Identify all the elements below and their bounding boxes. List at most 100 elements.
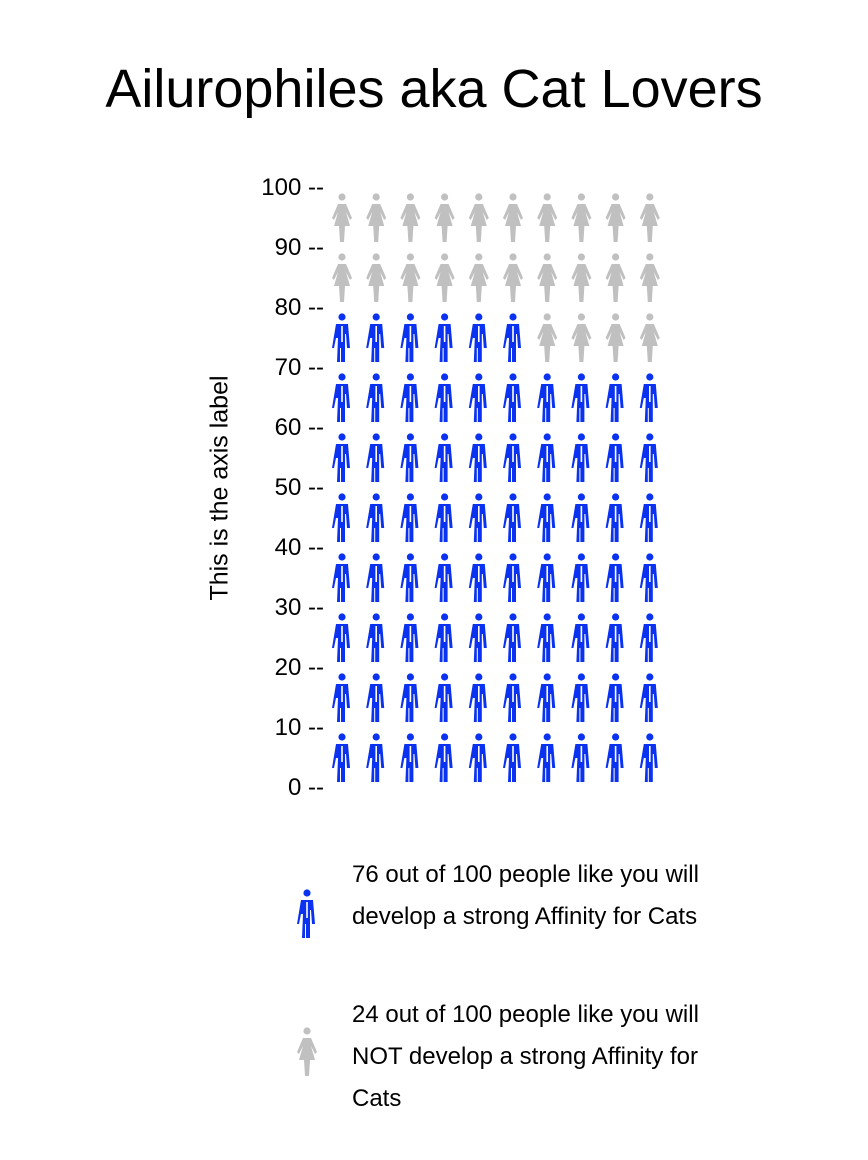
person-icon-affinity (366, 613, 385, 662)
person-icon-affinity (605, 373, 624, 422)
person-icon-no-affinity (434, 193, 455, 242)
person-icon-affinity (503, 673, 521, 722)
person-icon-no-affinity (366, 193, 387, 242)
person-icon-affinity (400, 553, 419, 602)
person-icon-affinity (571, 433, 590, 482)
person-icon-affinity (605, 673, 624, 722)
person-icon-no-affinity (332, 193, 352, 242)
person-icon-affinity (639, 673, 658, 722)
person-icon-affinity (400, 673, 419, 722)
person-icon-affinity (400, 433, 419, 482)
person-icon-no-affinity (605, 253, 626, 302)
person-icon-affinity (537, 373, 556, 422)
person-icon-affinity (468, 433, 487, 482)
person-icon-affinity (537, 553, 556, 602)
person-icon-affinity (503, 553, 521, 602)
person-icon-affinity (366, 553, 385, 602)
person-icon-affinity (605, 493, 624, 542)
person-icon-affinity (434, 313, 453, 362)
y-tick-label: 60 -- (274, 414, 324, 441)
person-icon-no-affinity (434, 253, 455, 302)
y-tick-label: 30 -- (274, 594, 324, 621)
person-icon-no-affinity (537, 313, 558, 362)
person-icon-affinity (605, 613, 624, 662)
legend-female-icon (297, 1027, 317, 1076)
person-icon-affinity (400, 373, 419, 422)
person-icon-affinity (639, 373, 658, 422)
person-icon-affinity (537, 493, 556, 542)
legend-label-no-affinity: 24 out of 100 people like you will NOT d… (352, 1001, 699, 1112)
person-icon-no-affinity (468, 193, 489, 242)
y-tick-label: 50 -- (274, 474, 324, 501)
person-icon-affinity (605, 553, 624, 602)
person-icon-affinity (537, 433, 556, 482)
person-icon-affinity (434, 733, 453, 782)
person-icon-affinity (503, 733, 521, 782)
person-icon-affinity (605, 733, 624, 782)
person-icon-affinity (571, 373, 590, 422)
person-icon-affinity (503, 613, 521, 662)
person-icon-affinity (400, 493, 419, 542)
person-icon-affinity (503, 373, 521, 422)
person-icon-affinity (434, 493, 453, 542)
person-icon-affinity (571, 493, 590, 542)
person-icon-affinity (434, 673, 453, 722)
person-icon-affinity (639, 493, 658, 542)
person-icon-affinity (366, 673, 385, 722)
y-tick-label: 20 -- (274, 654, 324, 681)
person-icon-no-affinity (332, 253, 352, 302)
person-icon-no-affinity (571, 313, 592, 362)
person-icon-affinity (537, 733, 556, 782)
y-tick-label: 70 -- (274, 354, 324, 381)
y-tick-label: 80 -- (274, 294, 324, 321)
person-icon-affinity (503, 313, 521, 362)
y-tick-label: 0 -- (288, 774, 324, 801)
person-icon-affinity (366, 313, 385, 362)
chart-title: Ailurophiles aka Cat Lovers (105, 59, 763, 119)
person-icon-affinity (468, 553, 487, 602)
person-icon-affinity (639, 733, 658, 782)
person-icon-affinity (332, 613, 350, 662)
person-icon-no-affinity (366, 253, 387, 302)
person-icon-affinity (571, 673, 590, 722)
person-icon-affinity (400, 313, 419, 362)
person-icon-affinity (332, 553, 350, 602)
person-icon-affinity (366, 433, 385, 482)
person-icon-affinity (332, 733, 350, 782)
y-tick-label: 10 -- (274, 714, 324, 741)
person-icon-no-affinity (400, 253, 421, 302)
person-icon-affinity (434, 433, 453, 482)
person-icon-no-affinity (639, 193, 660, 242)
person-icon-affinity (503, 493, 521, 542)
legend-icon-female (297, 1027, 317, 1076)
person-icon-affinity (639, 553, 658, 602)
y-tick-label: 90 -- (274, 234, 324, 261)
person-icon-no-affinity (605, 193, 626, 242)
person-icon-affinity (571, 553, 590, 602)
person-icon-no-affinity (503, 253, 523, 302)
person-icon-affinity (332, 313, 350, 362)
legend-label-affinity: 76 out of 100 people like you will devel… (352, 861, 699, 930)
person-icon-affinity (468, 673, 487, 722)
y-tick-label: 40 -- (274, 534, 324, 561)
person-icon-no-affinity (468, 253, 489, 302)
person-icon-affinity (639, 613, 658, 662)
person-icon-affinity (400, 733, 419, 782)
person-icon-no-affinity (571, 193, 592, 242)
person-icon-affinity (434, 373, 453, 422)
person-icon-no-affinity (605, 313, 626, 362)
person-icon-no-affinity (639, 313, 660, 362)
person-icon-affinity (468, 613, 487, 662)
person-icon-affinity (434, 613, 453, 662)
legend-icon-male (297, 889, 315, 938)
person-icon-affinity (366, 493, 385, 542)
person-icon-affinity (503, 433, 521, 482)
person-icon-affinity (366, 373, 385, 422)
person-icon-affinity (571, 733, 590, 782)
y-tick-label: 100 -- (261, 174, 324, 201)
person-icon-affinity (468, 373, 487, 422)
person-icon-affinity (468, 733, 487, 782)
person-icon-affinity (400, 613, 419, 662)
person-icon-affinity (468, 493, 487, 542)
